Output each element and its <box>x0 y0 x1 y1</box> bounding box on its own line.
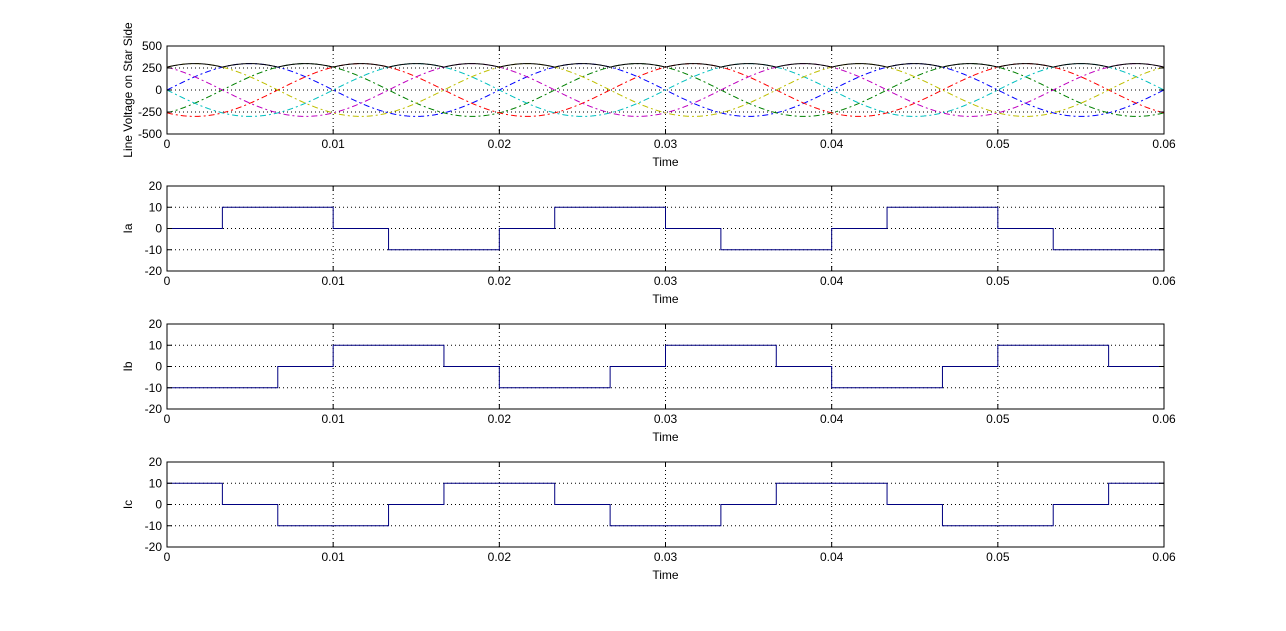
x-tick-label: 0.02 <box>488 274 512 288</box>
y-tick-label: 20 <box>149 455 163 469</box>
y-axis-label: Line Voltage on Star Side <box>121 22 135 158</box>
x-tick-label: 0.03 <box>654 412 678 426</box>
x-tick-label: 0.04 <box>820 550 844 564</box>
y-tick-label: 10 <box>149 476 163 490</box>
x-tick-label: 0.04 <box>820 274 844 288</box>
x-tick-label: 0.01 <box>321 137 345 151</box>
x-tick-label: 0.02 <box>488 412 512 426</box>
x-tick-label: 0 <box>164 274 171 288</box>
x-tick-label: 0.05 <box>986 412 1010 426</box>
y-tick-label: 0 <box>155 222 162 236</box>
y-tick-label: -20 <box>145 540 163 554</box>
plot-area <box>167 462 1164 547</box>
y-tick-label: 0 <box>155 498 162 512</box>
x-tick-label: 0.01 <box>321 550 345 564</box>
series-group <box>167 482 1164 527</box>
y-tick-label: -10 <box>145 519 163 533</box>
chart-panel-ib: 0 0.01 0.02 0.03 0.04 0.05 0.06 -20 -10 0 10 20 Time… <box>121 317 1176 444</box>
x-tick-label: 0.01 <box>321 274 345 288</box>
x-tick-label: 0.06 <box>1152 137 1176 151</box>
y-tick-label: 10 <box>149 338 163 352</box>
series-line-4 <box>167 63 1164 117</box>
y-tick-label: 10 <box>149 200 163 214</box>
x-tick-label: 0.01 <box>321 412 345 426</box>
series-group <box>167 344 1164 389</box>
x-tick-label: 0.03 <box>654 274 678 288</box>
x-tick-label: 0.02 <box>488 137 512 151</box>
y-tick-label: -250 <box>138 105 162 119</box>
series-line-1 <box>167 206 1164 251</box>
y-axis-label: Ia <box>121 223 135 233</box>
series-group <box>167 63 1164 117</box>
series-line-7 <box>167 63 1164 68</box>
x-tick-label: 0 <box>164 550 171 564</box>
x-tick-label: 0.05 <box>986 550 1010 564</box>
y-axis-label: Ic <box>121 500 135 509</box>
chart-panel-line-voltage: 0 0.01 0.02 0.03 0.04 0.05 0.06 -500 -250 0 250 500… <box>121 22 1176 169</box>
x-axis-label: Time <box>652 430 679 444</box>
y-tick-label: -10 <box>145 381 163 395</box>
y-tick-label: 0 <box>155 360 162 374</box>
x-tick-label: 0.03 <box>654 137 678 151</box>
x-tick-label: 0.06 <box>1152 274 1176 288</box>
y-tick-label: -20 <box>145 264 163 278</box>
chart-panel-ia: 0 0.01 0.02 0.03 0.04 0.05 0.06 -20 -10 0 10 20 Time… <box>121 179 1176 306</box>
chart-panel-ic: 0 0.01 0.02 0.03 0.04 0.05 0.06 -20 -10 0 10 20 Time… <box>121 455 1176 582</box>
x-tick-label: 0.05 <box>986 274 1010 288</box>
series-line-6 <box>167 63 1164 117</box>
x-tick-label: 0.06 <box>1152 412 1176 426</box>
x-tick-label: 0.04 <box>820 137 844 151</box>
y-axis-label: Ib <box>121 361 135 371</box>
y-tick-label: -500 <box>138 127 162 141</box>
x-tick-label: 0 <box>164 137 171 151</box>
x-tick-label: 0 <box>164 412 171 426</box>
x-tick-label: 0.05 <box>986 137 1010 151</box>
x-tick-label: 0.04 <box>820 412 844 426</box>
y-tick-label: 250 <box>142 61 162 75</box>
y-tick-label: 0 <box>155 83 162 97</box>
x-tick-label: 0.06 <box>1152 550 1176 564</box>
x-axis-label: Time <box>652 155 679 169</box>
x-tick-label: 0.02 <box>488 550 512 564</box>
y-tick-label: 20 <box>149 317 163 331</box>
y-tick-label: 500 <box>142 39 162 53</box>
series-line-1 <box>167 344 1164 389</box>
y-tick-label: -20 <box>145 402 163 416</box>
series-line-1 <box>167 482 1164 527</box>
series-group <box>167 206 1164 251</box>
x-axis-label: Time <box>652 292 679 306</box>
y-tick-label: -10 <box>145 243 163 257</box>
x-axis-label: Time <box>652 568 679 582</box>
y-tick-label: 20 <box>149 179 163 193</box>
x-tick-label: 0.03 <box>654 550 678 564</box>
